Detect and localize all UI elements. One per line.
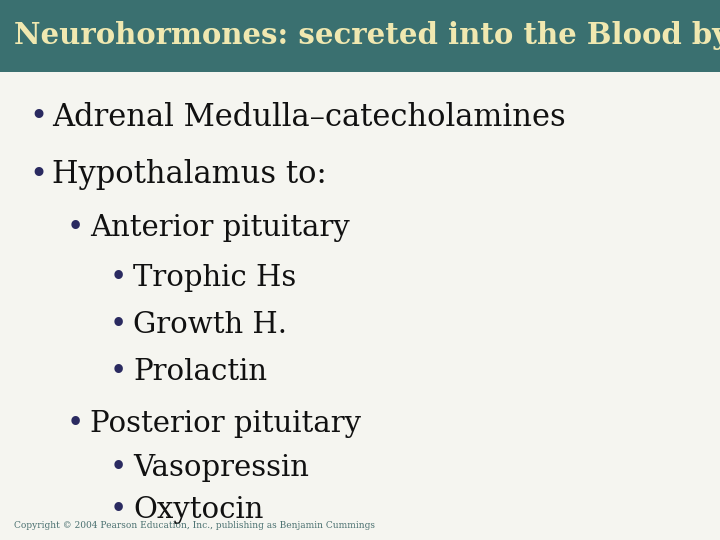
Text: •: • <box>29 159 47 191</box>
Text: •: • <box>29 103 47 133</box>
Text: •: • <box>109 311 127 339</box>
Text: Hypothalamus to:: Hypothalamus to: <box>52 159 327 191</box>
Text: Neurohormones: secreted into the Blood by Neurons: Neurohormones: secreted into the Blood b… <box>14 22 720 51</box>
Text: •: • <box>109 264 127 292</box>
Bar <box>0 0 720 72</box>
Text: •: • <box>66 410 84 438</box>
Text: Copyright © 2004 Pearson Education, Inc., publishing as Benjamin Cummings: Copyright © 2004 Pearson Education, Inc.… <box>14 521 375 530</box>
Text: Anterior pituitary: Anterior pituitary <box>90 214 350 242</box>
Text: Growth H.: Growth H. <box>133 311 287 339</box>
Text: Vasopressin: Vasopressin <box>133 454 309 482</box>
Text: Prolactin: Prolactin <box>133 358 267 386</box>
Text: •: • <box>66 214 84 242</box>
Text: Adrenal Medulla–catecholamines: Adrenal Medulla–catecholamines <box>52 103 566 133</box>
Text: Trophic Hs: Trophic Hs <box>133 264 296 292</box>
Text: Posterior pituitary: Posterior pituitary <box>90 410 361 438</box>
Text: •: • <box>109 454 127 482</box>
Text: •: • <box>109 358 127 386</box>
Text: •: • <box>109 496 127 524</box>
Text: Oxytocin: Oxytocin <box>133 496 264 524</box>
